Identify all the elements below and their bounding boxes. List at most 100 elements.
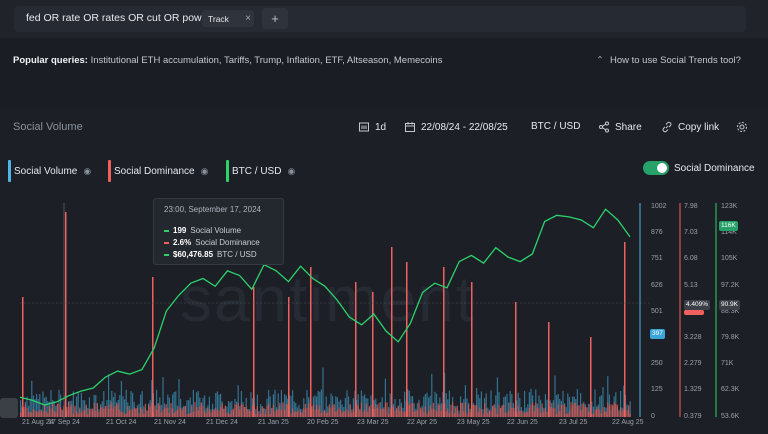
track-button[interactable]: Track: [202, 10, 254, 27]
dominance-bar: [149, 406, 151, 417]
dominance-spike: [548, 322, 550, 417]
eye-icon[interactable]: ◉: [200, 165, 209, 176]
dominance-bar: [228, 413, 230, 417]
volume-bar: [32, 395, 34, 417]
dominance-toggle[interactable]: [643, 161, 669, 175]
dominance-bar: [560, 404, 562, 417]
volume-bar: [527, 404, 529, 417]
volume-bar: [482, 409, 484, 417]
add-query-button[interactable]: +: [262, 8, 288, 29]
volume-bar: [431, 373, 433, 417]
dominance-tick: 7.03: [684, 229, 698, 237]
dominance-bar: [418, 402, 420, 417]
dominance-bar: [400, 406, 402, 417]
volume-bar: [487, 407, 489, 417]
howto-link[interactable]: ⌃ How to use Social Trends tool?: [596, 55, 741, 66]
share-button[interactable]: Share: [598, 121, 642, 133]
link-icon: [662, 121, 672, 133]
dominance-spike: [152, 277, 154, 417]
volume-bar: [568, 396, 570, 417]
dominance-tick: 2.279: [684, 360, 702, 368]
legend-btc-usd[interactable]: BTC / USD ◉: [226, 160, 295, 182]
eye-icon[interactable]: ◉: [287, 165, 296, 176]
dominance-bar: [308, 403, 310, 417]
volume-bar: [424, 394, 426, 417]
chart-canvas[interactable]: [0, 195, 768, 434]
dominance-bar: [47, 413, 49, 417]
dominance-bar: [128, 410, 130, 417]
popular-list[interactable]: Institutional ETH accumulation, Tariffs,…: [90, 55, 443, 66]
volume-bar: [477, 394, 479, 417]
interval-button[interactable]: 1d: [358, 121, 386, 133]
dominance-bar: [330, 407, 332, 417]
volume-tick: 501: [651, 307, 663, 315]
eye-icon[interactable]: ◉: [83, 165, 92, 176]
dominance-bar: [605, 411, 607, 417]
volume-bar: [192, 389, 194, 417]
gear-icon: [737, 122, 747, 132]
volume-bar: [404, 391, 406, 417]
dominance-bar: [122, 411, 124, 417]
dominance-bar: [196, 407, 198, 417]
volume-bar: [108, 374, 110, 417]
x-tick: 23 May 25: [457, 419, 490, 426]
dominance-bar: [472, 405, 474, 417]
dominance-bar: [260, 413, 262, 417]
avatar[interactable]: [0, 398, 18, 418]
dominance-bar: [165, 404, 167, 417]
date-range-button[interactable]: 22/08/24 - 22/08/25: [404, 121, 508, 133]
dominance-bar: [570, 402, 572, 417]
dominance-bar: [512, 407, 514, 417]
x-tick: 22 Apr 25: [407, 419, 437, 426]
dominance-bar: [386, 402, 388, 417]
dominance-current-tag: [684, 310, 704, 315]
dominance-bar: [352, 408, 354, 417]
legend-social-volume[interactable]: Social Volume ◉: [8, 160, 91, 182]
dominance-bar: [207, 407, 209, 417]
query-box[interactable]: [14, 6, 746, 32]
volume-bar: [160, 404, 162, 417]
settings-button[interactable]: [736, 121, 748, 133]
volume-bar: [84, 400, 86, 417]
dominance-bar: [322, 410, 324, 417]
x-tick: 23 Jul 25: [559, 419, 588, 426]
dominance-bar: [96, 403, 98, 417]
dominance-bar: [236, 404, 238, 417]
volume-bar: [103, 391, 105, 417]
dominance-bar: [125, 413, 127, 417]
volume-bar: [447, 399, 449, 417]
legend-social-dominance[interactable]: Social Dominance ◉: [108, 160, 208, 182]
pair-button[interactable]: BTC / USD: [531, 121, 580, 132]
x-tick: 21 Jan 25: [258, 419, 289, 426]
dominance-bar: [264, 413, 266, 417]
dominance-bar: [618, 411, 620, 417]
dominance-bar: [584, 406, 586, 417]
popular-label: Popular queries:: [13, 55, 88, 66]
dominance-bar: [263, 408, 265, 417]
dominance-bar: [101, 407, 103, 417]
panel-title: Social Volume: [13, 121, 83, 133]
dominance-bar: [69, 406, 71, 417]
volume-bar: [20, 400, 22, 417]
dominance-bar: [453, 413, 455, 417]
search-query[interactable]: fed OR rate OR rates OR cut OR powell: [26, 12, 213, 24]
dominance-bar: [109, 404, 111, 417]
dominance-bar: [434, 409, 436, 417]
copy-link-button[interactable]: Copy link: [661, 121, 719, 133]
dominance-bar: [500, 407, 502, 417]
volume-bar: [175, 391, 177, 417]
close-icon[interactable]: ×: [245, 13, 251, 24]
dominance-bar: [284, 409, 286, 417]
dominance-bar: [53, 410, 55, 417]
dominance-bar: [80, 412, 82, 417]
volume-bar: [295, 403, 297, 417]
dominance-bar: [92, 408, 94, 417]
dominance-bar: [538, 408, 540, 417]
dominance-bar: [112, 408, 114, 417]
dominance-bar: [48, 406, 50, 417]
volume-bar: [95, 395, 97, 417]
volume-bar: [277, 393, 279, 417]
dominance-bar: [23, 406, 25, 417]
dominance-bar: [175, 411, 177, 417]
dominance-bar: [295, 411, 297, 417]
